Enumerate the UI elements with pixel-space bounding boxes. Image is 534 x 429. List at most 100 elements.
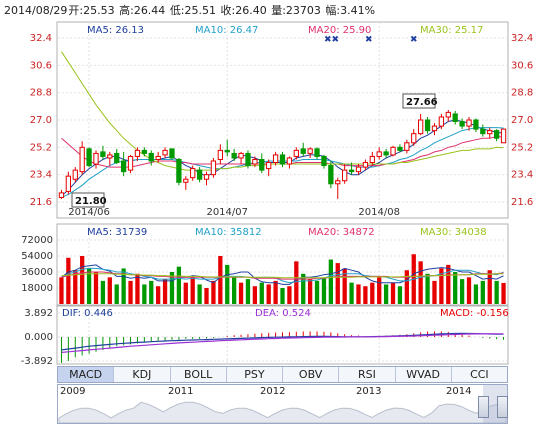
volume-bar	[114, 284, 119, 304]
candle-body	[58, 192, 65, 198]
volume-bar	[294, 261, 299, 304]
candle-body	[438, 116, 445, 127]
candle-body	[286, 157, 293, 165]
volume-bar	[480, 280, 485, 304]
candle-body	[190, 168, 196, 179]
price-ma20-legend: MA20: 25.90	[308, 25, 371, 36]
candle-body	[217, 149, 223, 160]
navigator-year-label: 2009	[60, 386, 86, 397]
candle-body	[245, 152, 251, 167]
price-ma10-legend: MA10: 26.47	[195, 25, 258, 36]
volume-ma5-legend: MA5: 31739	[87, 227, 147, 238]
tab-kdj[interactable]: KDJ	[114, 367, 171, 382]
quote-volume: 量:23703	[271, 4, 321, 17]
low-callout: 21.80	[71, 192, 107, 208]
volume-layer	[59, 254, 506, 304]
price-ytick-left: 27.0	[30, 115, 52, 126]
candle-body	[314, 148, 320, 157]
price-xtick: 2014/07	[206, 207, 248, 218]
tab-boll[interactable]: BOLL	[171, 367, 227, 382]
navigator-year-label: 2014	[446, 386, 472, 397]
candle-body	[183, 178, 189, 183]
candle-body	[500, 128, 507, 144]
candle-body	[487, 130, 493, 135]
candle-body	[348, 169, 355, 173]
tab-obv[interactable]: OBV	[283, 367, 340, 382]
candle-body	[466, 119, 472, 127]
volume-bar	[107, 277, 112, 304]
volume-ytick: 36000	[21, 267, 53, 278]
candle-body	[176, 158, 182, 183]
candle-body	[397, 146, 403, 151]
price-ytick-left: 25.2	[30, 142, 52, 153]
candle-body	[134, 149, 141, 157]
candle-body	[418, 119, 424, 135]
candle-body	[272, 154, 279, 164]
quote-close: 收:26.40	[220, 4, 267, 17]
candle-body	[100, 151, 106, 157]
range-navigator[interactable]: 2009 2011 2012 2013 2014	[57, 384, 508, 424]
tab-macd[interactable]: MACD	[58, 367, 115, 382]
candle-body	[169, 148, 175, 159]
price-ytick-left: 28.8	[30, 88, 52, 99]
event-marker-icon[interactable]: ✖✖	[324, 35, 339, 45]
candle-body	[196, 169, 203, 180]
candle-body	[252, 158, 258, 165]
navigator-year-label: 2011	[168, 386, 194, 397]
volume-bar	[466, 277, 472, 304]
candle-body	[321, 155, 327, 167]
price-ytick-right: 32.4	[511, 33, 533, 44]
tab-wvad[interactable]: WVAD	[396, 367, 452, 382]
price-ytick-right: 21.6	[511, 197, 533, 208]
volume-bar	[363, 286, 368, 304]
volume-ma30-line	[61, 273, 504, 279]
macd-value-legend: MACD: -0.156	[440, 308, 509, 319]
volume-bar	[211, 280, 216, 304]
event-marker-icon[interactable]: ✖	[365, 35, 373, 45]
grid-lines: 32.4 32.4 30.6 30.6 28.8 28.8 27.0 27.0 25.2 25.2…	[21, 22, 533, 366]
volume-bar	[259, 282, 264, 304]
volume-bar	[183, 282, 188, 304]
volume-bar	[370, 282, 375, 304]
candle-body	[376, 151, 382, 157]
candle-body	[355, 166, 362, 173]
tab-psy[interactable]: PSY	[227, 367, 283, 382]
candle-body	[431, 125, 438, 132]
candle-body	[459, 121, 465, 127]
volume-bar	[190, 277, 195, 304]
volume-bar	[473, 284, 479, 304]
navigator-area	[58, 401, 507, 423]
volume-bar	[273, 280, 278, 304]
volume-ma5-line	[61, 264, 504, 285]
macd-dif-line	[61, 332, 504, 351]
tab-cci[interactable]: CCI	[470, 368, 489, 381]
candle-body	[424, 119, 431, 132]
navigator-year-label: 2012	[260, 386, 286, 397]
price-xtick: 2014/08	[358, 207, 400, 218]
volume-bar	[459, 279, 465, 304]
event-marker-icon[interactable]: ✖	[410, 35, 418, 45]
price-ytick-right: 23.4	[511, 170, 533, 181]
range-handle-left[interactable]	[478, 396, 489, 418]
volume-bar	[162, 279, 168, 304]
candle-body	[300, 148, 306, 154]
volume-bar	[100, 280, 106, 304]
candle-body	[480, 128, 486, 135]
volume-bar	[383, 284, 389, 304]
volume-bar	[349, 282, 354, 304]
range-handle-right[interactable]	[497, 396, 508, 418]
volume-ytick: 72000	[21, 235, 53, 246]
candle-body	[203, 174, 210, 180]
volume-bar	[266, 284, 271, 304]
candle-body	[473, 119, 479, 130]
price-ma30-legend: MA30: 25.17	[420, 25, 483, 36]
volume-bar	[494, 280, 499, 304]
volume-bar	[135, 273, 140, 304]
price-xtick: 2014/06	[68, 207, 110, 218]
volume-bar	[280, 288, 285, 304]
tab-rsi[interactable]: RSI	[339, 367, 396, 382]
candle-body	[238, 152, 244, 159]
stock-chart[interactable]: 32.4 32.4 30.6 30.6 28.8 28.8 27.0 27.0 25.2 25.2…	[0, 0, 534, 366]
macd-ytick: -3.892	[21, 356, 53, 366]
volume-bar	[377, 277, 382, 304]
